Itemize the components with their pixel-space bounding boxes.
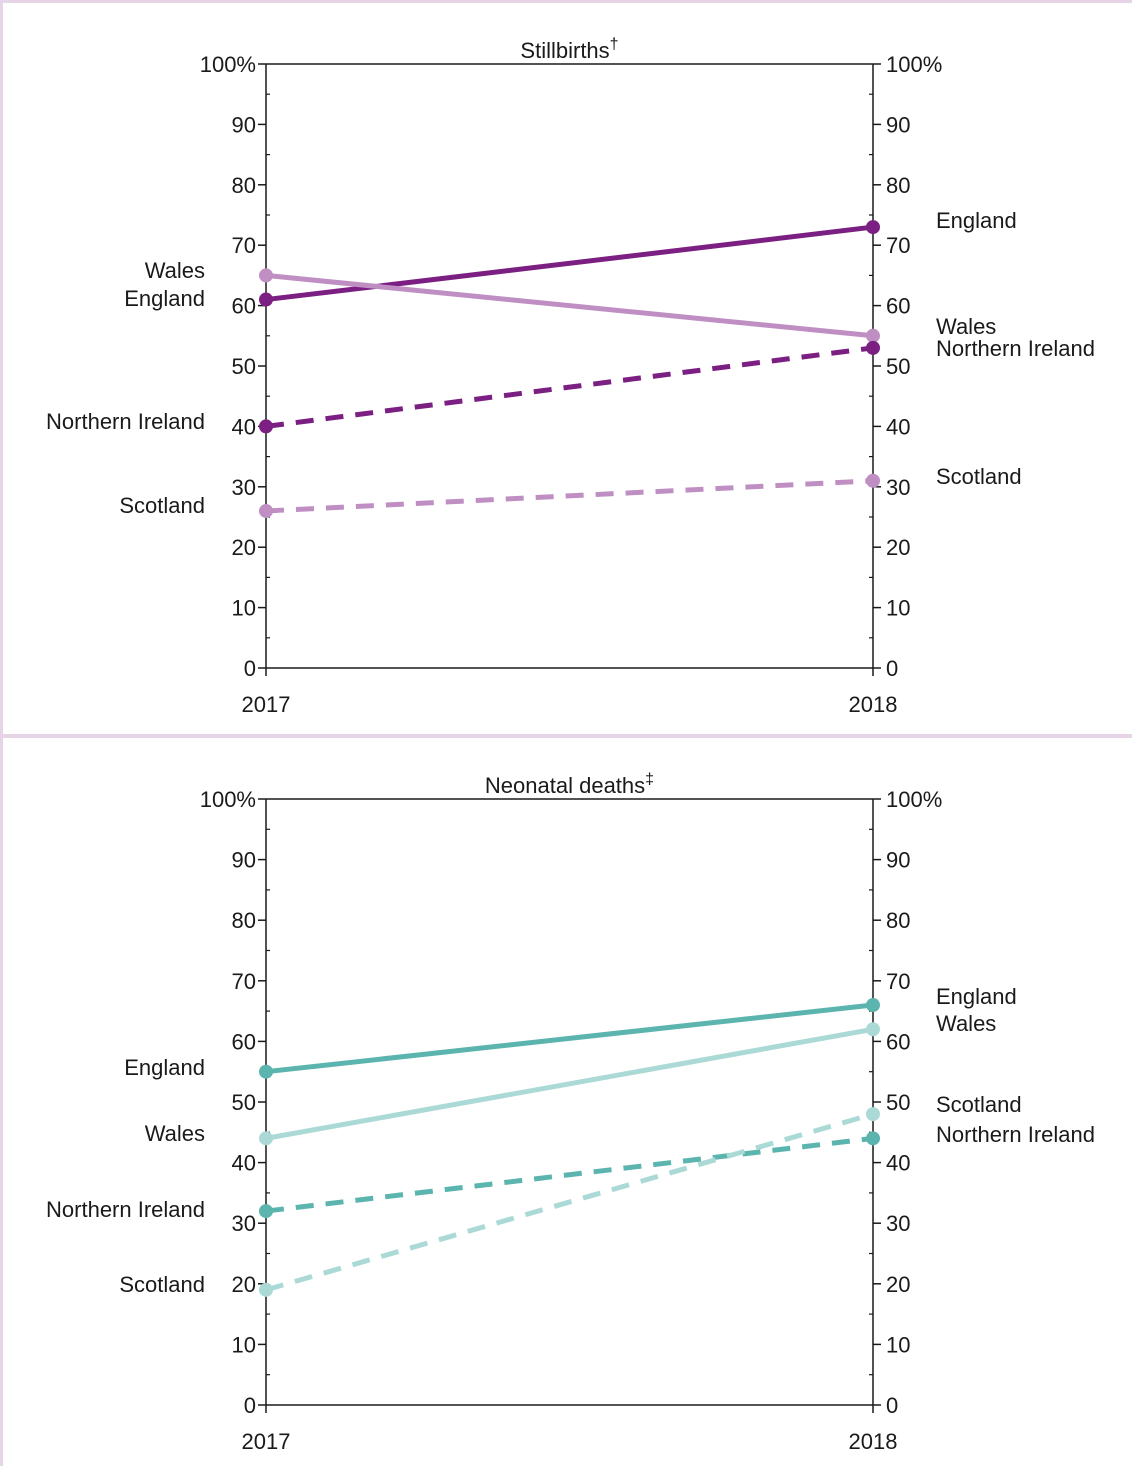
p2-left-label-northern-ireland: Northern Ireland [46,1197,205,1222]
p1-right-y-tick-label: 100% [886,52,942,77]
p1-right-y-tick-label: 40 [886,414,910,439]
p1-right-y-tick-label: 90 [886,112,910,137]
p1-chart-title: Stillbirths† [520,36,618,63]
p1-right-label-england: England [936,208,1017,233]
p1-left-y-tick-label: 100% [200,52,256,77]
p1-series-line-scotland [265,478,874,514]
p1-left-label-wales: Wales [145,258,205,283]
p2-right-y-tick-label: 0 [886,1393,898,1418]
p2-left-y-tick-label: 30 [232,1211,256,1236]
p2-series-line-scotland [265,1111,874,1293]
panel-divider [0,734,1132,738]
p2-left-y-tick-label: 100% [200,787,256,812]
p1-left-label-northern-ireland: Northern Ireland [46,409,205,434]
p1-point-scotland-2017 [259,503,273,518]
p2-left-y-tick-label: 40 [232,1151,256,1176]
p1-series-line-england [265,224,874,303]
p2-left-y-tick-label: 10 [232,1332,256,1357]
p2-right-y-tick-label: 70 [886,969,910,994]
p2-series-line-england [265,1002,874,1075]
p2-right-y-tick-label: 60 [886,1029,910,1054]
p1-left-y-tick-label: 40 [232,414,256,439]
p1-left-label-england: England [124,286,205,311]
p2-point-northern-ireland-2017 [259,1204,273,1219]
p2-series-line-wales [265,1026,874,1141]
p2-right-y-tick-label: 10 [886,1332,910,1357]
p1-left-y-tick-label: 30 [232,475,256,500]
p2-series-line-northern-ireland [265,1135,874,1214]
p1-left-y-tick-label: 20 [232,535,256,560]
p2-right-y-tick-label: 40 [886,1151,910,1176]
p2-left-y-tick-label: 90 [232,848,256,873]
p1-left-y-tick-label: 60 [232,294,256,319]
p1-series-line-wales [265,272,874,339]
p1-right-label-wales: Wales [936,314,996,339]
p1-point-northern-ireland-2017 [259,419,273,434]
p1-left-y-tick-label: 80 [232,173,256,198]
p2-right-y-tick-label: 20 [886,1272,910,1297]
p2-right-label-england: England [936,984,1017,1009]
p1-right-y-tick-label: 0 [886,656,898,681]
p1-left-y-tick-label: 10 [232,596,256,621]
p2-point-scotland-2018 [866,1107,880,1122]
p2-chart-title: Neonatal deaths‡ [485,771,654,798]
p1-left-y-tick-label: 50 [232,354,256,379]
p2-point-england-2018 [866,998,880,1013]
p2-left-y-tick-label: 60 [232,1029,256,1054]
p1-left-y-tick-label: 0 [244,656,256,681]
p1-right-label-scotland: Scotland [936,464,1022,489]
p2-left-label-scotland: Scotland [119,1272,205,1297]
p2-left-y-tick-label: 50 [232,1090,256,1115]
p1-x-tick-label-2018: 2018 [849,692,898,717]
p1-x-tick-label-2017: 2017 [242,692,291,717]
p1-point-england-2018 [866,220,880,235]
p1-right-y-tick-label: 30 [886,475,910,500]
p2-point-northern-ireland-2018 [866,1131,880,1146]
p1-point-scotland-2018 [866,473,880,488]
p1-right-y-tick-label: 60 [886,294,910,319]
p1-right-y-tick-label: 10 [886,596,910,621]
p1-right-label-northern-ireland: Northern Ireland [936,336,1095,361]
p2-right-label-northern-ireland: Northern Ireland [936,1122,1095,1147]
p2-right-y-tick-label: 50 [886,1090,910,1115]
p1-point-wales-2017 [259,268,273,283]
p1-left-y-tick-label: 70 [232,233,256,258]
p2-point-wales-2017 [259,1131,273,1146]
p1-right-y-tick-label: 70 [886,233,910,258]
p1-left-label-scotland: Scotland [119,493,205,518]
p2-point-scotland-2017 [259,1282,273,1297]
p2-point-england-2017 [259,1064,273,1079]
p2-right-y-tick-label: 90 [886,848,910,873]
p1-right-y-tick-label: 80 [886,173,910,198]
p2-x-tick-label-2017: 2017 [242,1429,291,1454]
p1-left-y-tick-label: 90 [232,112,256,137]
p2-left-y-tick-label: 20 [232,1272,256,1297]
p1-point-england-2017 [259,292,273,307]
p2-left-label-england: England [124,1055,205,1080]
p2-right-label-wales: Wales [936,1011,996,1036]
p2-right-y-tick-label: 80 [886,908,910,933]
p2-right-y-tick-label: 100% [886,787,942,812]
p2-left-y-tick-label: 80 [232,908,256,933]
p2-right-label-scotland: Scotland [936,1092,1022,1117]
p2-left-label-wales: Wales [145,1121,205,1146]
p2-right-y-tick-label: 30 [886,1211,910,1236]
p1-point-northern-ireland-2018 [866,340,880,355]
p1-point-wales-2018 [866,328,880,343]
p2-point-wales-2018 [866,1022,880,1037]
p1-series-line-northern-ireland [265,345,874,429]
p1-right-y-tick-label: 50 [886,354,910,379]
p2-x-tick-label-2018: 2018 [849,1429,898,1454]
p1-right-y-tick-label: 20 [886,535,910,560]
p2-left-y-tick-label: 0 [244,1393,256,1418]
p2-left-y-tick-label: 70 [232,969,256,994]
